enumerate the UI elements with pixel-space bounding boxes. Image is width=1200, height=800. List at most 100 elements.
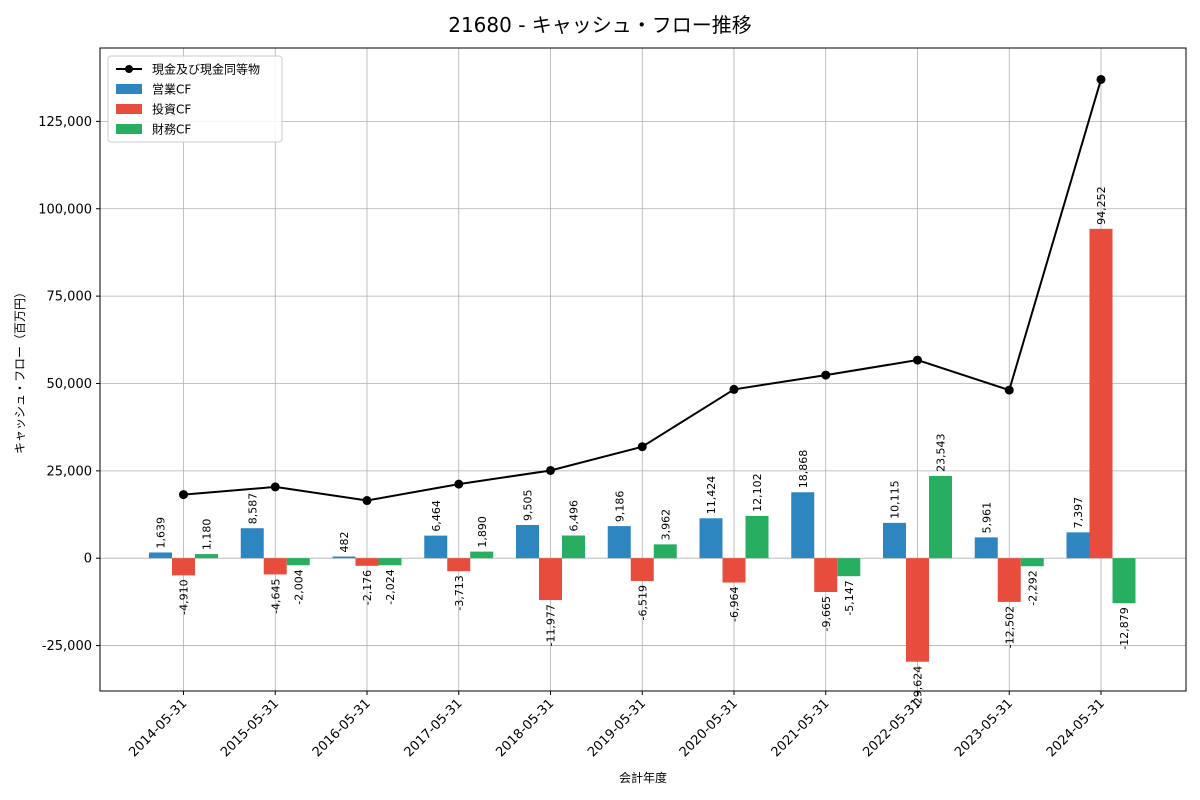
line-point (454, 479, 464, 489)
bar (791, 492, 815, 559)
bar-data-label: -2,004 (292, 569, 305, 604)
x-axis-label: 会計年度 (619, 770, 667, 785)
bar (814, 558, 838, 592)
x-tick-label: 2017-05-31 (402, 696, 466, 760)
x-tick-label: 2015-05-31 (218, 696, 282, 760)
bar-data-label: -11,977 (545, 604, 558, 646)
bar-data-label: -2,024 (384, 569, 397, 604)
line-layer (179, 74, 1106, 506)
bar (1020, 558, 1044, 567)
y-tick-label: 25,000 (47, 464, 93, 479)
y-tick-label: 0 (84, 552, 92, 567)
bar (195, 554, 218, 559)
bar-data-label: 8,587 (246, 493, 259, 525)
bar-data-label: -6,519 (636, 585, 649, 620)
bar (516, 524, 539, 559)
bar (1066, 532, 1090, 559)
bar (240, 528, 264, 559)
bar-data-label: 1,890 (476, 516, 489, 548)
bar-data-label: -4,645 (269, 578, 282, 613)
line-point (637, 442, 647, 452)
bar (172, 558, 195, 576)
x-tick-label: 2022-05-31 (860, 696, 924, 760)
bar (653, 544, 677, 559)
x-tick-label: 2020-05-31 (677, 696, 741, 760)
bar (424, 535, 448, 559)
y-tick-label: -25,000 (42, 639, 92, 654)
bar (355, 558, 379, 566)
bar (745, 515, 769, 559)
bar (1089, 228, 1113, 559)
bar-data-label: -6,964 (728, 587, 741, 622)
x-tick-label: 2024-05-31 (1044, 696, 1108, 760)
bar-data-label: -9,665 (820, 596, 833, 631)
x-tick-label: 2021-05-31 (769, 696, 833, 760)
bar-data-label: 94,252 (1095, 186, 1108, 225)
line-point (546, 465, 555, 475)
bar-data-label: -12,502 (1003, 606, 1016, 648)
legend-box (107, 55, 283, 143)
bar (974, 537, 998, 559)
bar (722, 558, 746, 583)
legend-label: 財務CF (152, 122, 191, 137)
bar (562, 535, 585, 559)
bar-data-label: -2,292 (1026, 570, 1039, 605)
legend-bar-swatch (116, 124, 142, 134)
bar-data-label: 9,505 (522, 489, 535, 521)
bar (263, 558, 287, 575)
bar (929, 475, 952, 559)
line-point (362, 496, 372, 506)
y-tick-label: 75,000 (47, 290, 93, 305)
bar-data-label: 12,102 (751, 473, 764, 512)
bar-data-label: 7,397 (1072, 497, 1085, 529)
bar-data-label: 10,115 (889, 480, 902, 519)
legend-label: 営業CF (152, 83, 191, 97)
bar (699, 518, 723, 559)
chart-title: 21680 - キャッシュ・フロー推移 (448, 13, 752, 37)
bar-data-label: 9,186 (613, 491, 626, 523)
bar-data-label: 3,962 (659, 509, 672, 541)
bar-data-label: 6,464 (430, 500, 443, 532)
bar (332, 556, 356, 559)
y-axis-label: キャッシュ・フロー（百万円） (13, 286, 27, 454)
bar-data-label: 18,868 (797, 450, 810, 489)
bar-data-label: 482 (338, 532, 351, 553)
y-tick-label: 125,000 (38, 115, 92, 130)
bar-data-label: 11,424 (705, 476, 718, 515)
bar (607, 526, 631, 559)
bar-data-label: 1,180 (201, 519, 214, 551)
bar (883, 522, 906, 559)
bar-data-label: -4,910 (178, 579, 191, 614)
legend-label: 投資CF (152, 102, 191, 117)
x-tick-label: 2019-05-31 (585, 696, 649, 760)
bar (149, 552, 172, 559)
bar (837, 558, 861, 577)
line-point (1096, 74, 1106, 84)
bars-layer (149, 228, 1136, 662)
line-point (179, 490, 188, 500)
x-tick-label: 2016-05-31 (310, 696, 374, 760)
bar-data-label: 23,543 (935, 433, 948, 472)
line-point (1004, 385, 1014, 395)
bar (286, 558, 310, 566)
x-tick-label: 2023-05-31 (952, 696, 1016, 760)
bar-data-label: -29,624 (912, 666, 925, 708)
line-point (270, 482, 280, 492)
bar (470, 551, 494, 559)
bar (1112, 558, 1136, 604)
bar (378, 558, 402, 566)
bar-data-label: -2,176 (361, 570, 374, 605)
line-point (821, 370, 831, 380)
y-tick-label: 100,000 (38, 202, 92, 217)
bar (997, 558, 1021, 602)
bar-data-label: -3,713 (453, 575, 466, 610)
bar (906, 558, 929, 662)
bar (630, 558, 654, 581)
y-tick-label: 50,000 (47, 377, 93, 392)
legend-marker (125, 65, 133, 73)
line-point (729, 384, 739, 394)
bar-data-label: 6,496 (568, 500, 581, 532)
